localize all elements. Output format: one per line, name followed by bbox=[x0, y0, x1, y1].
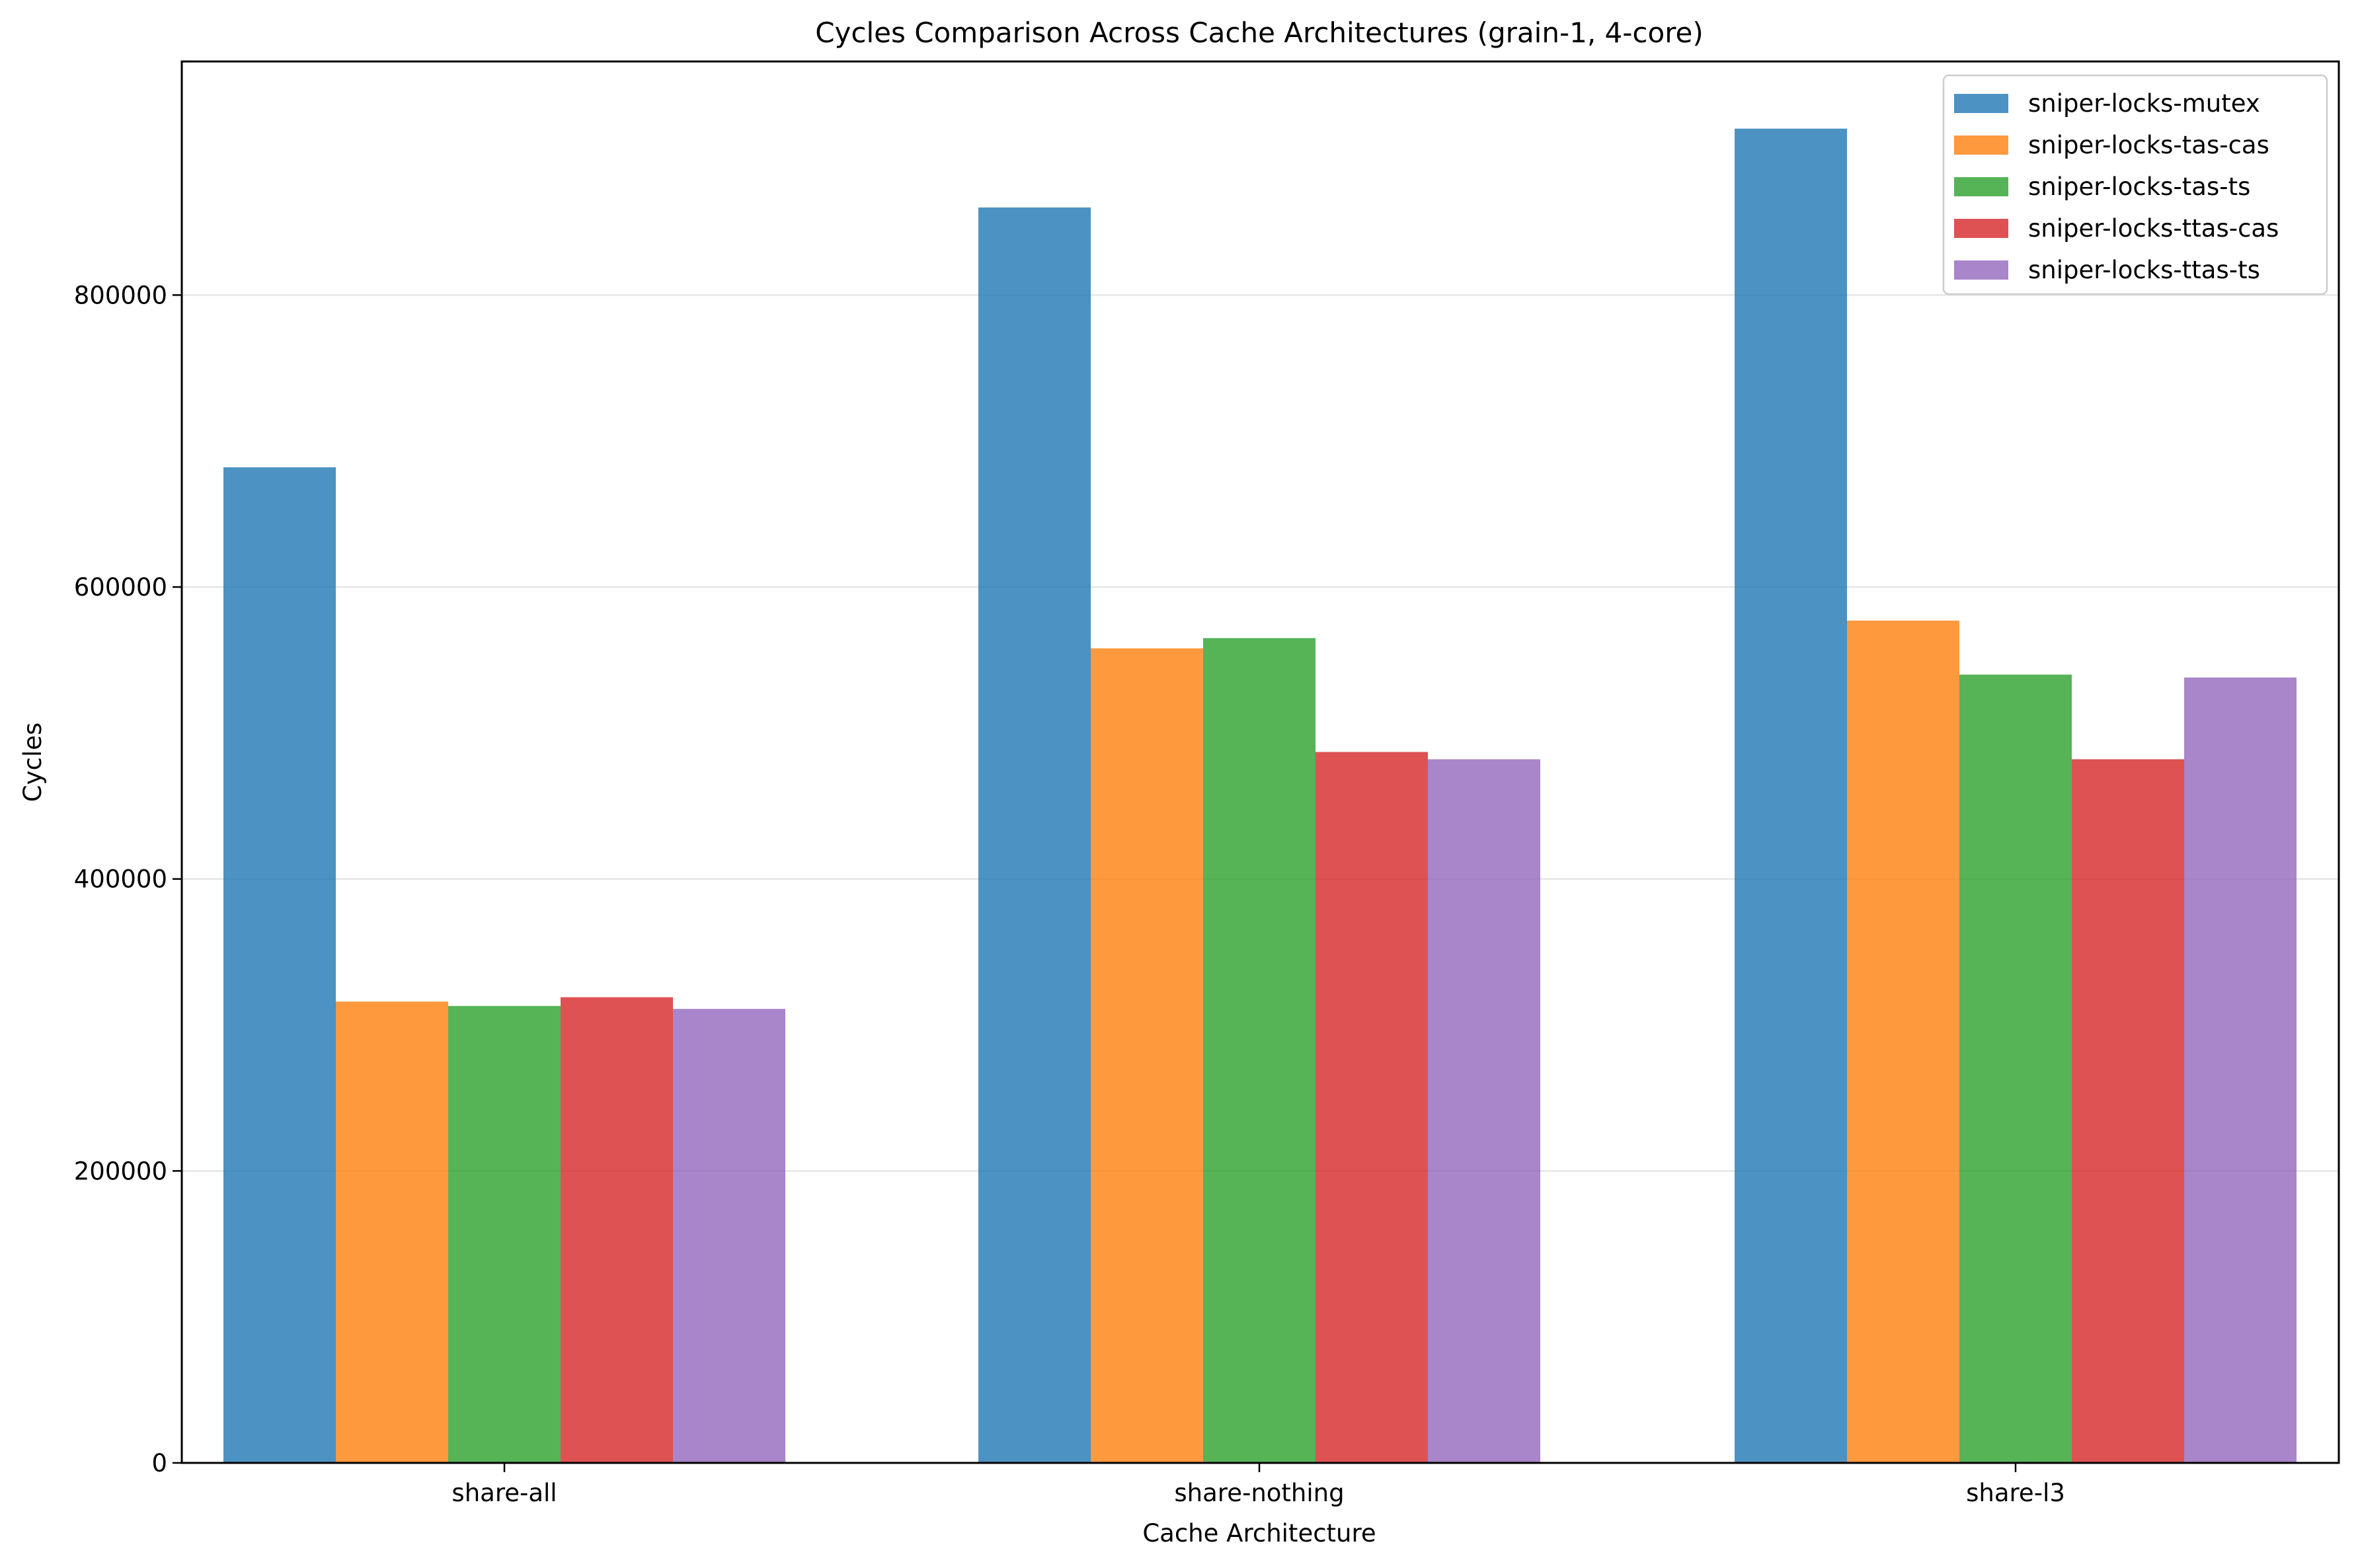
y-tick-label: 0 bbox=[151, 1449, 167, 1477]
chart-title: Cycles Comparison Across Cache Architect… bbox=[815, 17, 1704, 49]
legend-frame bbox=[1942, 74, 2328, 295]
legend-swatch bbox=[1954, 219, 2008, 238]
legend-swatch bbox=[1954, 136, 2008, 155]
x-tick-label: share-all bbox=[452, 1479, 557, 1507]
bar-sniper-locks-ttas-cas-share-all bbox=[561, 997, 673, 1463]
legend: sniper-locks-mutex sniper-locks-tas-cas sn… bbox=[1942, 74, 2328, 295]
bar-sniper-locks-mutex-share-nothing bbox=[978, 207, 1091, 1463]
bar-sniper-locks-ttas-ts-share-nothing bbox=[1428, 759, 1540, 1463]
legend-label: sniper-locks-ttas-ts bbox=[2028, 256, 2260, 284]
bar-sniper-locks-tas-ts-share-all bbox=[448, 1005, 561, 1463]
x-axis: share-all share-nothing share-l3 bbox=[452, 1463, 2065, 1507]
bar-sniper-locks-ttas-ts-share-l3 bbox=[2184, 677, 2297, 1463]
bar-sniper-locks-ttas-ts-share-all bbox=[673, 1009, 785, 1463]
bar-sniper-locks-tas-ts-share-l3 bbox=[1959, 674, 2072, 1463]
legend-label: sniper-locks-tas-ts bbox=[2028, 173, 2250, 201]
bar-sniper-locks-tas-cas-share-l3 bbox=[1847, 620, 1959, 1463]
legend-label: sniper-locks-ttas-cas bbox=[2028, 214, 2279, 243]
y-tick-label: 800000 bbox=[74, 281, 167, 309]
plot-frame bbox=[180, 60, 2340, 1464]
y-axis: 0 200000 400000 600000 800000 bbox=[74, 281, 182, 1477]
x-axis-label: Cache Architecture bbox=[1142, 1519, 1376, 1548]
legend-swatch bbox=[1954, 260, 2008, 280]
y-tick-label: 400000 bbox=[74, 865, 167, 894]
legend-swatch bbox=[1954, 94, 2008, 113]
x-tick-label: share-nothing bbox=[1174, 1479, 1344, 1507]
legend-swatch bbox=[1954, 177, 2008, 196]
bar-sniper-locks-ttas-cas-share-l3 bbox=[2072, 759, 2184, 1463]
legend-label: sniper-locks-mutex bbox=[2028, 89, 2260, 118]
y-axis-label: Cycles bbox=[19, 723, 47, 802]
bar-sniper-locks-ttas-cas-share-nothing bbox=[1316, 752, 1428, 1463]
bar-sniper-locks-tas-cas-share-nothing bbox=[1091, 648, 1203, 1463]
bar-sniper-locks-tas-ts-share-nothing bbox=[1203, 638, 1316, 1463]
bar-sniper-locks-mutex-share-all bbox=[223, 467, 336, 1463]
y-tick-label: 600000 bbox=[74, 573, 167, 602]
bars bbox=[223, 128, 2297, 1463]
x-tick-label: share-l3 bbox=[1966, 1479, 2065, 1507]
bar-sniper-locks-mutex-share-l3 bbox=[1735, 128, 1847, 1463]
y-tick-label: 200000 bbox=[74, 1157, 167, 1185]
legend-label: sniper-locks-tas-cas bbox=[2028, 131, 2269, 159]
bar-sniper-locks-tas-cas-share-all bbox=[336, 1001, 448, 1463]
